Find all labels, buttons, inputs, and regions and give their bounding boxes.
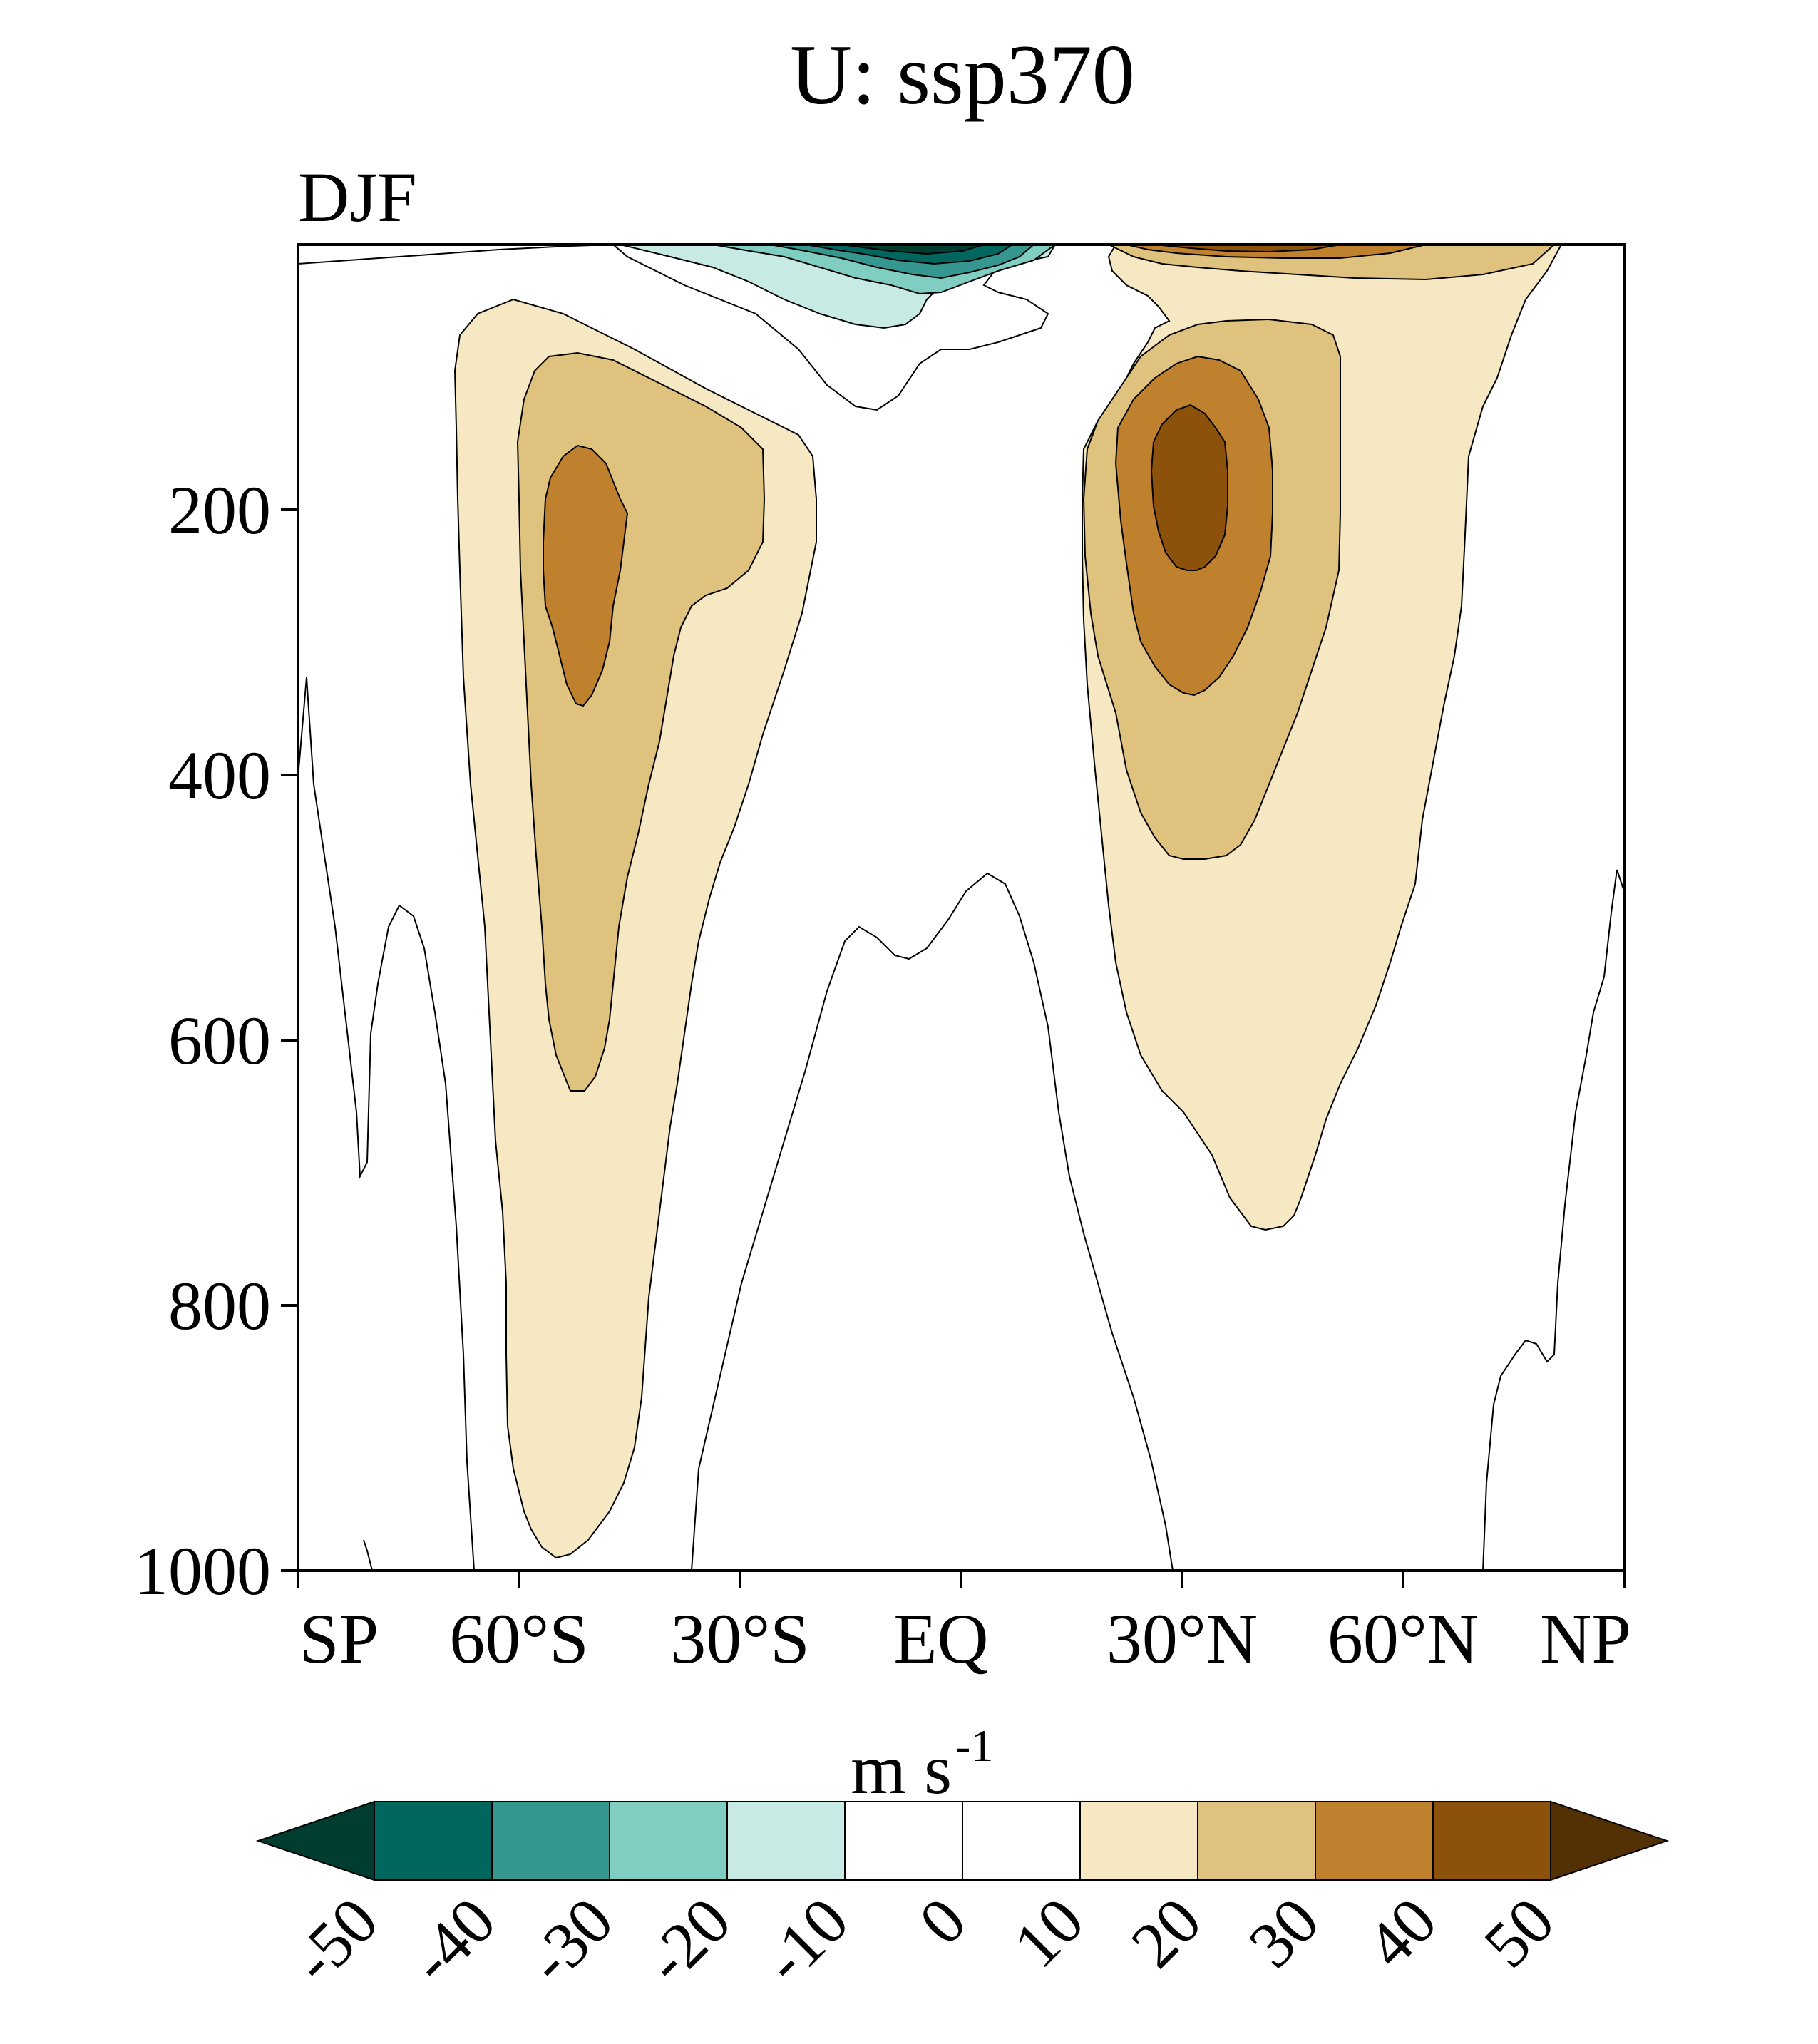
- zero-contour-right-polar: [1482, 869, 1624, 1571]
- chart-title: U: ssp370: [790, 27, 1134, 122]
- colorbar-extend-high: [1550, 1800, 1670, 1881]
- colorbar-tick-labels: -50 -40 -30 -20 -10 0 10 20 30 40 50: [278, 1884, 1568, 1997]
- colorbar-cell: [726, 1801, 846, 1881]
- colorbar-tick-label: 40: [1352, 1884, 1450, 1981]
- colorbar-label: m s: [851, 1730, 952, 1809]
- nh-jet-40: [1150, 404, 1228, 571]
- upper-westerly-40: [1154, 245, 1341, 253]
- chart-subtitle: DJF: [298, 158, 417, 237]
- colorbar-tick-label: -10: [749, 1884, 862, 1997]
- colorbar-tick-label: -30: [513, 1884, 627, 1997]
- colorbar-extend-low: [255, 1800, 375, 1881]
- x-tick-label-30n: 30°N: [1106, 1599, 1258, 1678]
- colorbar-tick-label: 0: [905, 1884, 980, 1958]
- easterly-minus-50: [841, 245, 985, 255]
- colorbar-tick-label: 30: [1235, 1884, 1332, 1981]
- x-tick-label-sp: SP: [299, 1599, 379, 1678]
- colorbar-cell: [1315, 1801, 1434, 1881]
- x-tick-label-60s: 60°S: [449, 1599, 589, 1678]
- x-tick-label-60n: 60°N: [1327, 1599, 1479, 1678]
- x-tick-label-eq: EQ: [893, 1599, 988, 1678]
- x-tick-label-30s: 30°S: [670, 1599, 810, 1678]
- colorbar-cell: [1432, 1801, 1551, 1881]
- colorbar-cells: [255, 1800, 1670, 1881]
- colorbar-cell: [609, 1801, 728, 1881]
- colorbar-tick-label: 20: [1117, 1884, 1215, 1981]
- x-tick-label-np: NP: [1540, 1599, 1631, 1678]
- colorbar-tick-label: -40: [396, 1884, 509, 1997]
- colorbar-tick-label: 50: [1470, 1884, 1568, 1981]
- colorbar-tick-label: -20: [631, 1884, 744, 1997]
- colorbar: m s -1 -50 -40 -30 -20 -10 0 10 20 30 40 50: [255, 1720, 1670, 1997]
- x-axis: [297, 1571, 1626, 1588]
- colorbar-cell: [844, 1801, 963, 1881]
- colorbar-cell: [374, 1801, 493, 1881]
- zero-contour-left-bottom: [363, 1539, 373, 1571]
- colorbar-cell: [962, 1801, 1081, 1881]
- y-tick-label-1000: 1000: [134, 1533, 271, 1609]
- plot-area: 200 400 600 800 1000 SP 60°S 30°S EQ 30°…: [134, 243, 1631, 1678]
- y-tick-label-200: 200: [168, 472, 271, 548]
- y-axis: [281, 508, 298, 1572]
- sh-jet-30: [543, 444, 629, 707]
- colorbar-cell: [491, 1801, 610, 1881]
- zero-contour-upper-left: [298, 245, 1049, 411]
- colorbar-tick-label: -50: [278, 1884, 391, 1997]
- y-tick-label-800: 800: [168, 1268, 271, 1344]
- zero-contour-left-polar: [298, 677, 475, 1571]
- colorbar-cell: [1197, 1801, 1316, 1881]
- y-tick-label-600: 600: [168, 1002, 271, 1079]
- colorbar-tick-label: 10: [1000, 1884, 1097, 1981]
- y-tick-label-400: 400: [168, 737, 271, 813]
- colorbar-cell: [1079, 1801, 1198, 1881]
- zero-contour-tropics: [691, 872, 1174, 1571]
- colorbar-label-exponent: -1: [955, 1720, 993, 1771]
